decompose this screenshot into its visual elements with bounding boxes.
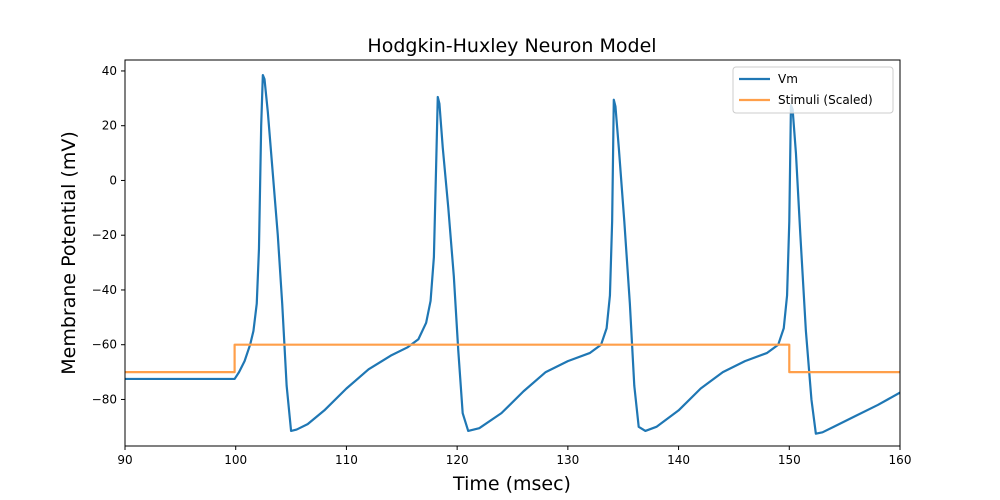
- x-tick-label: 110: [335, 453, 358, 467]
- vm-line: [125, 73, 900, 435]
- legend-box: [732, 66, 894, 114]
- x-tick-label: 100: [224, 453, 247, 467]
- plot-area: [124, 59, 901, 447]
- y-tick-label: −40: [92, 283, 117, 297]
- stimuli-line: [125, 343, 900, 374]
- y-axis: −80 −60 −40 −20 0 20 40: [92, 64, 125, 406]
- legend-label-vm: Vm: [778, 72, 798, 86]
- x-tick-label: 120: [446, 453, 469, 467]
- x-tick-label: 90: [117, 453, 132, 467]
- x-tick-label: 150: [778, 453, 801, 467]
- y-tick-label: 20: [102, 119, 117, 133]
- y-tick-label: −80: [92, 392, 117, 406]
- chart-title: Hodgkin-Huxley Neuron Model: [367, 35, 656, 57]
- y-tick-label: 40: [102, 64, 117, 78]
- x-tick-label: 160: [889, 453, 912, 467]
- series-layer: [125, 73, 900, 435]
- x-tick-label: 130: [556, 453, 579, 467]
- y-tick-label: 0: [109, 173, 117, 187]
- x-axis: 90 100 110 120 130 140 150 160: [117, 446, 911, 467]
- y-axis-label: Membrane Potential (mV): [58, 131, 80, 374]
- legend-label-stimuli: Stimuli (Scaled): [778, 93, 873, 107]
- plot-frame: [124, 59, 901, 447]
- x-tick-label: 140: [667, 453, 690, 467]
- legend: Vm Stimuli (Scaled): [732, 66, 894, 114]
- y-tick-label: −20: [92, 228, 117, 242]
- x-axis-label: Time (msec): [452, 473, 571, 495]
- y-tick-label: −60: [92, 338, 117, 352]
